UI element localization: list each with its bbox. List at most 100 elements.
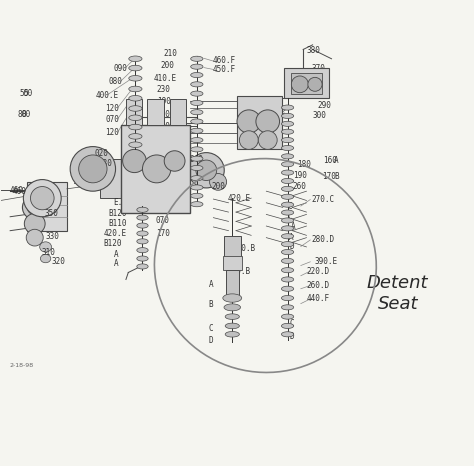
Text: 140: 140 bbox=[167, 178, 182, 186]
Text: A: A bbox=[289, 233, 293, 242]
Circle shape bbox=[256, 110, 280, 133]
Bar bbox=[237, 96, 282, 150]
Circle shape bbox=[23, 179, 61, 217]
Bar bbox=[121, 125, 190, 213]
Text: 130: 130 bbox=[163, 190, 177, 199]
Ellipse shape bbox=[191, 176, 203, 181]
Circle shape bbox=[188, 153, 224, 188]
Ellipse shape bbox=[191, 73, 203, 77]
Text: B110: B110 bbox=[109, 219, 127, 228]
Text: 200: 200 bbox=[211, 182, 225, 191]
Ellipse shape bbox=[282, 210, 294, 215]
Text: 300: 300 bbox=[313, 111, 327, 120]
Text: 350: 350 bbox=[44, 208, 58, 218]
Ellipse shape bbox=[282, 233, 294, 239]
Text: 400.E: 400.E bbox=[95, 90, 118, 100]
Text: 420.E: 420.E bbox=[104, 229, 127, 238]
Text: 450.F: 450.F bbox=[212, 65, 236, 74]
Text: 170: 170 bbox=[322, 172, 336, 181]
Ellipse shape bbox=[40, 254, 51, 263]
Ellipse shape bbox=[191, 119, 203, 124]
Text: 430.E: 430.E bbox=[128, 147, 151, 156]
Text: 180: 180 bbox=[297, 160, 311, 169]
Text: Detent
Seat: Detent Seat bbox=[367, 274, 428, 313]
Text: 080: 080 bbox=[109, 77, 122, 86]
Ellipse shape bbox=[137, 256, 148, 261]
Text: 390.E: 390.E bbox=[315, 257, 338, 266]
Ellipse shape bbox=[282, 314, 294, 319]
Text: 040: 040 bbox=[190, 155, 204, 164]
Text: 420.E: 420.E bbox=[228, 194, 251, 203]
Ellipse shape bbox=[191, 137, 203, 143]
Text: C: C bbox=[209, 324, 213, 333]
Bar bbox=[226, 270, 239, 296]
Ellipse shape bbox=[129, 106, 142, 111]
Text: 290: 290 bbox=[318, 101, 331, 110]
Ellipse shape bbox=[129, 134, 142, 139]
Ellipse shape bbox=[282, 162, 294, 167]
Ellipse shape bbox=[129, 86, 142, 92]
Bar bbox=[27, 182, 67, 231]
Text: 090: 090 bbox=[113, 63, 127, 73]
Ellipse shape bbox=[223, 294, 242, 302]
Text: 020: 020 bbox=[94, 149, 108, 158]
Ellipse shape bbox=[129, 96, 142, 101]
Circle shape bbox=[79, 155, 107, 183]
Text: D: D bbox=[290, 242, 294, 251]
Text: 200: 200 bbox=[160, 61, 174, 70]
Circle shape bbox=[292, 76, 309, 93]
Ellipse shape bbox=[191, 82, 203, 87]
Ellipse shape bbox=[282, 178, 294, 184]
Text: 80: 80 bbox=[22, 110, 31, 119]
Ellipse shape bbox=[191, 128, 203, 133]
Text: 240: 240 bbox=[260, 125, 273, 134]
Ellipse shape bbox=[282, 295, 294, 301]
Bar bbox=[126, 99, 143, 125]
Text: 230: 230 bbox=[156, 110, 171, 118]
Circle shape bbox=[26, 229, 43, 246]
Ellipse shape bbox=[282, 145, 294, 151]
Text: 120: 120 bbox=[106, 103, 119, 112]
Ellipse shape bbox=[282, 129, 294, 134]
Text: 230: 230 bbox=[156, 85, 171, 95]
Bar bbox=[224, 236, 241, 257]
Ellipse shape bbox=[129, 124, 142, 130]
Ellipse shape bbox=[282, 113, 294, 118]
Text: 150.B: 150.B bbox=[228, 267, 251, 275]
Ellipse shape bbox=[129, 75, 142, 81]
Circle shape bbox=[258, 131, 277, 150]
Text: 250: 250 bbox=[264, 114, 278, 123]
Circle shape bbox=[210, 173, 227, 190]
Circle shape bbox=[143, 155, 171, 183]
Text: B: B bbox=[209, 300, 213, 308]
Ellipse shape bbox=[282, 105, 294, 110]
Ellipse shape bbox=[137, 223, 148, 228]
Text: B: B bbox=[334, 172, 338, 181]
Text: 460: 460 bbox=[12, 187, 27, 196]
Ellipse shape bbox=[282, 137, 294, 143]
Text: 120: 120 bbox=[106, 128, 119, 137]
Ellipse shape bbox=[282, 277, 294, 282]
Text: 260.D: 260.D bbox=[307, 281, 329, 290]
Text: 220.D: 220.D bbox=[307, 267, 329, 275]
Ellipse shape bbox=[191, 165, 203, 171]
Ellipse shape bbox=[225, 331, 239, 337]
Circle shape bbox=[308, 77, 322, 91]
Circle shape bbox=[239, 131, 258, 150]
Text: 260: 260 bbox=[293, 182, 307, 191]
Text: 380: 380 bbox=[307, 46, 321, 55]
Ellipse shape bbox=[282, 202, 294, 207]
Ellipse shape bbox=[191, 193, 203, 199]
Ellipse shape bbox=[282, 249, 294, 254]
Bar bbox=[284, 68, 329, 98]
Ellipse shape bbox=[191, 100, 203, 105]
Text: 060050: 060050 bbox=[155, 202, 182, 211]
Bar bbox=[147, 99, 164, 125]
Text: 320: 320 bbox=[52, 257, 65, 266]
Circle shape bbox=[24, 213, 45, 234]
Text: 310: 310 bbox=[42, 248, 55, 258]
Ellipse shape bbox=[191, 91, 203, 96]
Circle shape bbox=[123, 150, 146, 172]
Circle shape bbox=[22, 195, 47, 219]
Text: 460.F: 460.F bbox=[212, 55, 236, 65]
